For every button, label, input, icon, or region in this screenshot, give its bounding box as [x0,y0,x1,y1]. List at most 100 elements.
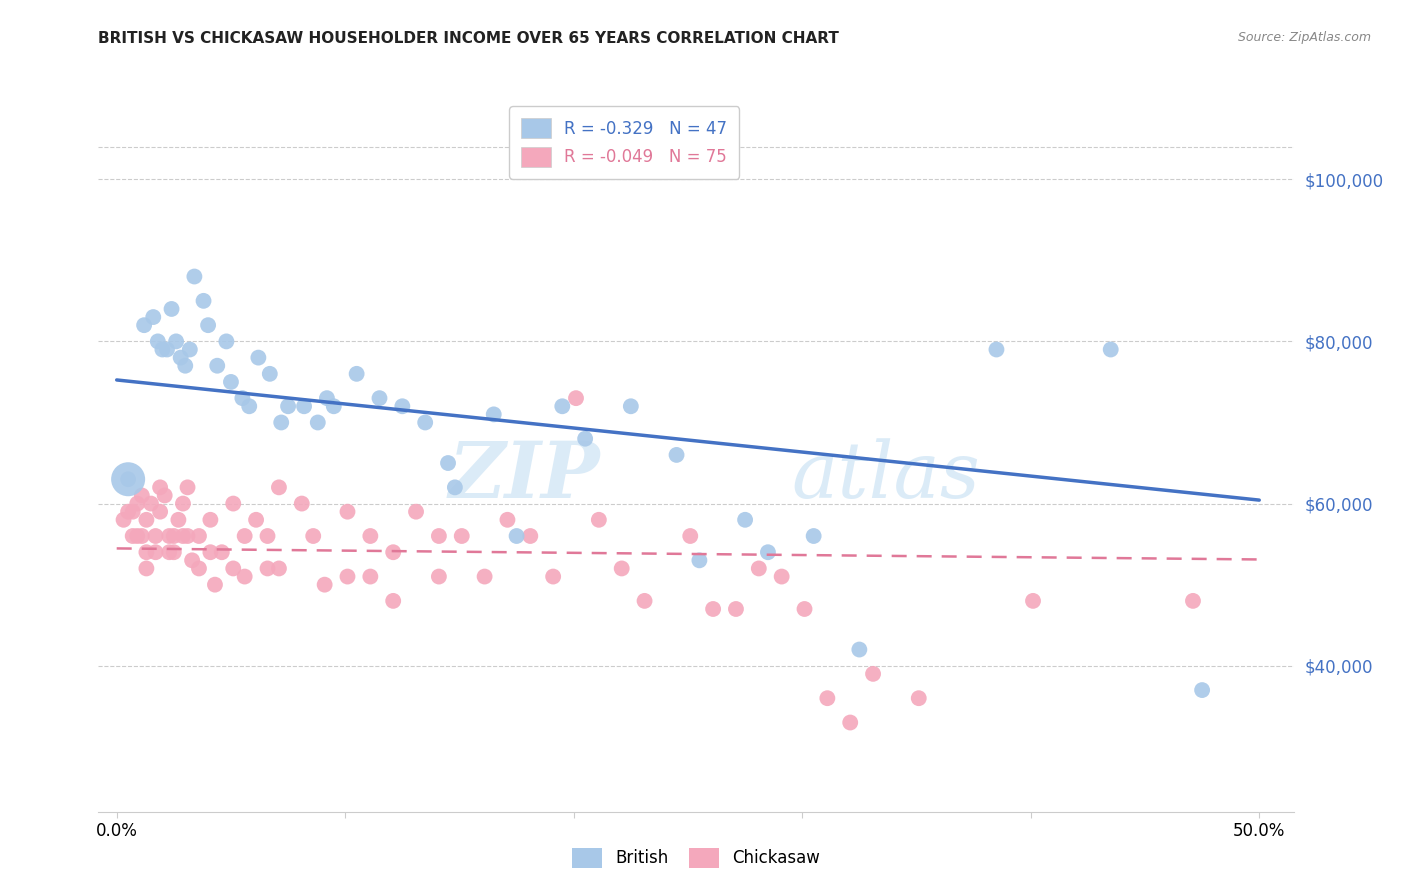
Point [405,505,427,519]
Point [181,553,204,567]
Point [170,351,193,365]
Point [163,545,186,559]
Point [496,513,519,527]
Point [322,399,344,413]
Point [259,367,281,381]
Point [157,545,180,559]
Point [756,545,779,559]
Point [620,399,643,413]
Point [211,545,233,559]
Point [1099,343,1122,357]
Point [839,715,862,730]
Point [172,529,194,543]
Point [131,488,153,502]
Point [152,343,174,357]
Point [359,529,381,543]
Point [121,505,143,519]
Point [316,391,339,405]
Point [724,602,747,616]
Point [160,301,183,316]
Point [256,529,278,543]
Point [200,513,222,527]
Point [437,456,460,470]
Point [679,529,702,543]
Point [382,594,405,608]
Point [482,408,505,422]
Point [145,529,167,543]
Point [505,529,527,543]
Point [803,529,825,543]
Point [127,529,149,543]
Point [207,359,229,373]
Point [444,480,467,494]
Point [770,569,793,583]
Point [135,561,157,575]
Point [793,602,815,616]
Point [172,497,194,511]
Point [986,343,1008,357]
Point [157,529,180,543]
Point [336,569,359,583]
Point [450,529,472,543]
Point [231,391,253,405]
Point [117,472,139,486]
Point [610,561,633,575]
Point [551,399,574,413]
Point [815,691,838,706]
Point [277,399,299,413]
Point [117,472,139,486]
Point [238,399,260,413]
Point [346,367,368,381]
Point [292,399,315,413]
Point [1191,683,1213,698]
Point [541,569,564,583]
Text: atlas: atlas [792,438,980,515]
Point [222,561,245,575]
Text: ZIP: ZIP [449,438,600,515]
Point [149,505,172,519]
Point [1022,594,1045,608]
Point [247,351,270,365]
Point [588,513,610,527]
Point [222,497,245,511]
Point [153,488,176,502]
Point [197,318,219,333]
Point [665,448,688,462]
Point [519,529,541,543]
Point [135,513,157,527]
Point [302,529,325,543]
Point [256,561,278,575]
Point [176,480,198,494]
Point [359,569,381,583]
Point [427,569,450,583]
Point [633,594,655,608]
Point [233,569,256,583]
Point [200,545,222,559]
Point [193,293,215,308]
Point [165,334,187,349]
Point [112,513,135,527]
Point [135,545,157,559]
Point [474,569,496,583]
Text: Source: ZipAtlas.com: Source: ZipAtlas.com [1237,31,1371,45]
Point [167,513,190,527]
Point [702,602,724,616]
Point [179,343,201,357]
Point [862,666,884,681]
Point [121,529,143,543]
Point [270,416,292,430]
Point [139,497,162,511]
Point [156,343,179,357]
Point [427,529,450,543]
Point [142,310,165,324]
Point [117,505,139,519]
Point [127,497,149,511]
Point [146,334,169,349]
Point [215,334,238,349]
Point [291,497,314,511]
Point [907,691,929,706]
Point [734,513,756,527]
Point [848,642,870,657]
Point [188,529,211,543]
Point [134,318,156,333]
